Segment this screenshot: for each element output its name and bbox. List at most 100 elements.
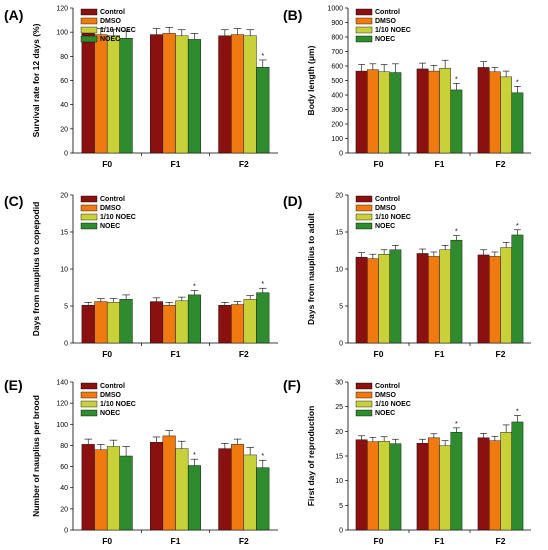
y-tick-label: 100 <box>56 422 68 429</box>
y-tick-label: 0 <box>339 151 343 158</box>
y-tick-label: 200 <box>331 122 343 129</box>
panel-letter: (F) <box>283 377 301 393</box>
legend-swatch <box>355 222 373 230</box>
y-tick-label: 40 <box>60 102 68 109</box>
chart-panel-3: (C) 0 5 10 15 20 Days from nauplius to copepod… <box>4 193 278 359</box>
x-category-label: F0 <box>102 159 112 169</box>
y-tick-label: 300 <box>331 107 343 114</box>
bar <box>94 449 108 531</box>
significance-marker: * <box>193 452 196 459</box>
bar <box>511 421 524 531</box>
bar <box>150 34 164 154</box>
bar <box>243 35 257 154</box>
bar <box>150 442 164 531</box>
panel-letter: (B) <box>283 7 302 23</box>
bar <box>439 67 451 154</box>
legend-label: DMSO <box>375 18 397 25</box>
bar <box>175 35 189 154</box>
y-tick-label: 25 <box>335 404 343 411</box>
y-tick-label: 140 <box>56 380 68 387</box>
x-category-label: F2 <box>239 536 249 546</box>
legend-label: Control <box>375 196 400 203</box>
bar <box>256 467 270 531</box>
legend-label: Control <box>375 383 400 390</box>
bar <box>416 68 429 154</box>
legend-label: DMSO <box>375 205 397 212</box>
legend-swatch <box>355 409 373 417</box>
x-category-label: F1 <box>171 349 181 359</box>
bar <box>489 256 501 344</box>
y-tick-label: 5 <box>339 503 343 510</box>
bar <box>119 38 133 154</box>
bar <box>187 294 201 344</box>
bar <box>218 305 232 344</box>
bar <box>355 439 368 531</box>
significance-marker: * <box>261 453 264 460</box>
bar <box>500 247 512 344</box>
legend-swatch <box>80 17 98 25</box>
legend-swatch <box>355 391 373 399</box>
bar <box>378 441 390 531</box>
legend-swatch <box>355 204 373 212</box>
y-tick-label: 120 <box>56 6 68 13</box>
significance-marker: * <box>261 53 264 60</box>
legend-swatch <box>80 204 98 212</box>
bar <box>367 258 379 344</box>
bar <box>94 301 108 344</box>
y-tick-label: 5 <box>339 304 343 311</box>
chart-panel-2: (B) 0 100 200 300 400 500 600 700 800 900 1000 Body … <box>283 6 531 169</box>
bar <box>230 444 245 531</box>
legend-swatch <box>355 35 373 43</box>
bar <box>175 448 189 531</box>
x-category-label: F0 <box>374 159 384 169</box>
panel-letter: (D) <box>283 193 302 209</box>
chart-panel-5: (E) 0 20 40 60 80 100 120 140 Number of nauplius … <box>4 377 278 546</box>
legend-swatch <box>80 26 98 34</box>
legend-label: NOEC <box>375 410 395 417</box>
y-tick-label: 20 <box>335 429 343 436</box>
x-category-label: F0 <box>374 349 384 359</box>
bar <box>450 432 463 531</box>
significance-marker: * <box>261 281 264 288</box>
legend-label: 1/10 NOEC <box>100 27 136 34</box>
legend-label: DMSO <box>100 205 122 212</box>
y-tick-label: 0 <box>64 151 68 158</box>
bar <box>489 71 501 154</box>
legend-swatch <box>355 400 373 408</box>
y-axis-title: Days from nauplius to adult <box>306 213 316 325</box>
bar <box>355 256 368 344</box>
bar <box>477 437 490 531</box>
bar <box>94 34 108 154</box>
bar <box>450 239 463 344</box>
bar <box>256 67 270 154</box>
x-category-label: F2 <box>239 349 249 359</box>
y-tick-label: 60 <box>60 78 68 85</box>
bar <box>511 92 524 154</box>
legend-swatch <box>355 17 373 25</box>
significance-marker: * <box>193 283 196 290</box>
bar <box>218 448 232 531</box>
bar <box>243 299 257 344</box>
y-tick-label: 100 <box>331 136 343 143</box>
x-category-label: F0 <box>102 536 112 546</box>
bar <box>81 444 95 531</box>
bar <box>428 256 440 344</box>
bar <box>511 234 524 344</box>
bar <box>162 33 176 154</box>
y-tick-label: 700 <box>331 49 343 56</box>
x-category-label: F2 <box>239 159 249 169</box>
y-tick-label: 80 <box>60 443 68 450</box>
bar <box>378 71 390 154</box>
significance-marker: * <box>516 409 519 416</box>
bar <box>500 76 512 154</box>
y-axis-title: Days from nauplius to copepodid <box>31 202 41 337</box>
bar <box>477 67 490 154</box>
x-category-label: F1 <box>435 159 445 169</box>
bar <box>106 35 121 154</box>
y-tick-label: 80 <box>60 54 68 61</box>
bar <box>150 301 164 344</box>
y-tick-label: 10 <box>335 478 343 485</box>
legend-label: 1/10 NOEC <box>100 401 136 408</box>
y-tick-label: 0 <box>64 341 68 348</box>
legend-label: 1/10 NOEC <box>375 401 411 408</box>
